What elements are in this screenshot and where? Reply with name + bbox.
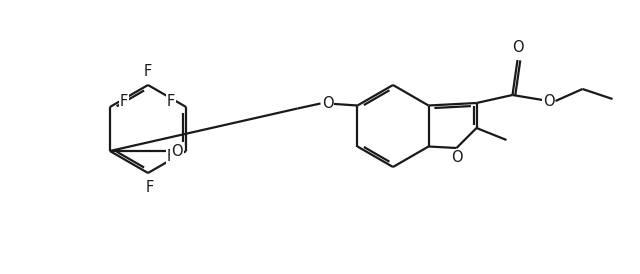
Text: F: F <box>167 95 175 110</box>
Text: O: O <box>322 96 333 111</box>
Text: F: F <box>144 64 152 79</box>
Text: F: F <box>120 95 128 110</box>
Text: O: O <box>543 93 554 109</box>
Text: F: F <box>167 149 175 164</box>
Text: F: F <box>144 64 152 79</box>
Text: O: O <box>451 150 462 165</box>
Text: F: F <box>146 179 154 195</box>
Text: O: O <box>512 41 524 56</box>
Text: O: O <box>171 144 182 158</box>
Text: F: F <box>120 93 128 109</box>
